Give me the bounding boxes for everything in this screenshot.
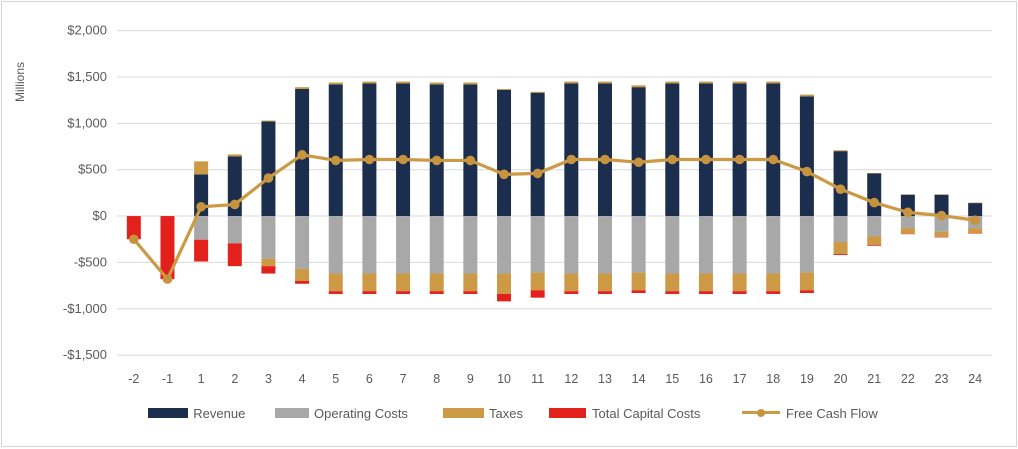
svg-text:8: 8 [433,372,440,386]
svg-text:24: 24 [968,372,982,386]
svg-text:-1: -1 [162,372,173,386]
svg-text:23: 23 [935,372,949,386]
svg-text:7: 7 [400,372,407,386]
svg-text:16: 16 [699,372,713,386]
svg-text:21: 21 [867,372,881,386]
svg-text:1: 1 [198,372,205,386]
svg-text:22: 22 [901,372,915,386]
svg-text:6: 6 [366,372,373,386]
svg-text:14: 14 [632,372,646,386]
svg-text:10: 10 [497,372,511,386]
svg-text:20: 20 [834,372,848,386]
svg-text:18: 18 [766,372,780,386]
svg-text:2: 2 [231,372,238,386]
svg-text:$0: $0 [93,208,107,223]
svg-text:-$1,000: -$1,000 [63,301,107,316]
svg-text:$1,000: $1,000 [67,115,107,130]
svg-text:4: 4 [299,372,306,386]
svg-text:$1,500: $1,500 [67,69,107,84]
svg-text:17: 17 [733,372,747,386]
svg-text:3: 3 [265,372,272,386]
svg-text:11: 11 [531,372,544,386]
svg-text:$500: $500 [78,162,107,177]
svg-text:19: 19 [800,372,814,386]
svg-text:-$1,500: -$1,500 [63,347,107,362]
svg-text:-$500: -$500 [74,254,107,269]
svg-text:$2,000: $2,000 [67,23,107,38]
svg-text:12: 12 [564,372,578,386]
svg-text:5: 5 [332,372,339,386]
svg-text:Millions: Millions [13,62,27,102]
svg-text:13: 13 [598,372,612,386]
svg-text:9: 9 [467,372,474,386]
svg-text:15: 15 [665,372,679,386]
svg-text:-2: -2 [128,372,139,386]
